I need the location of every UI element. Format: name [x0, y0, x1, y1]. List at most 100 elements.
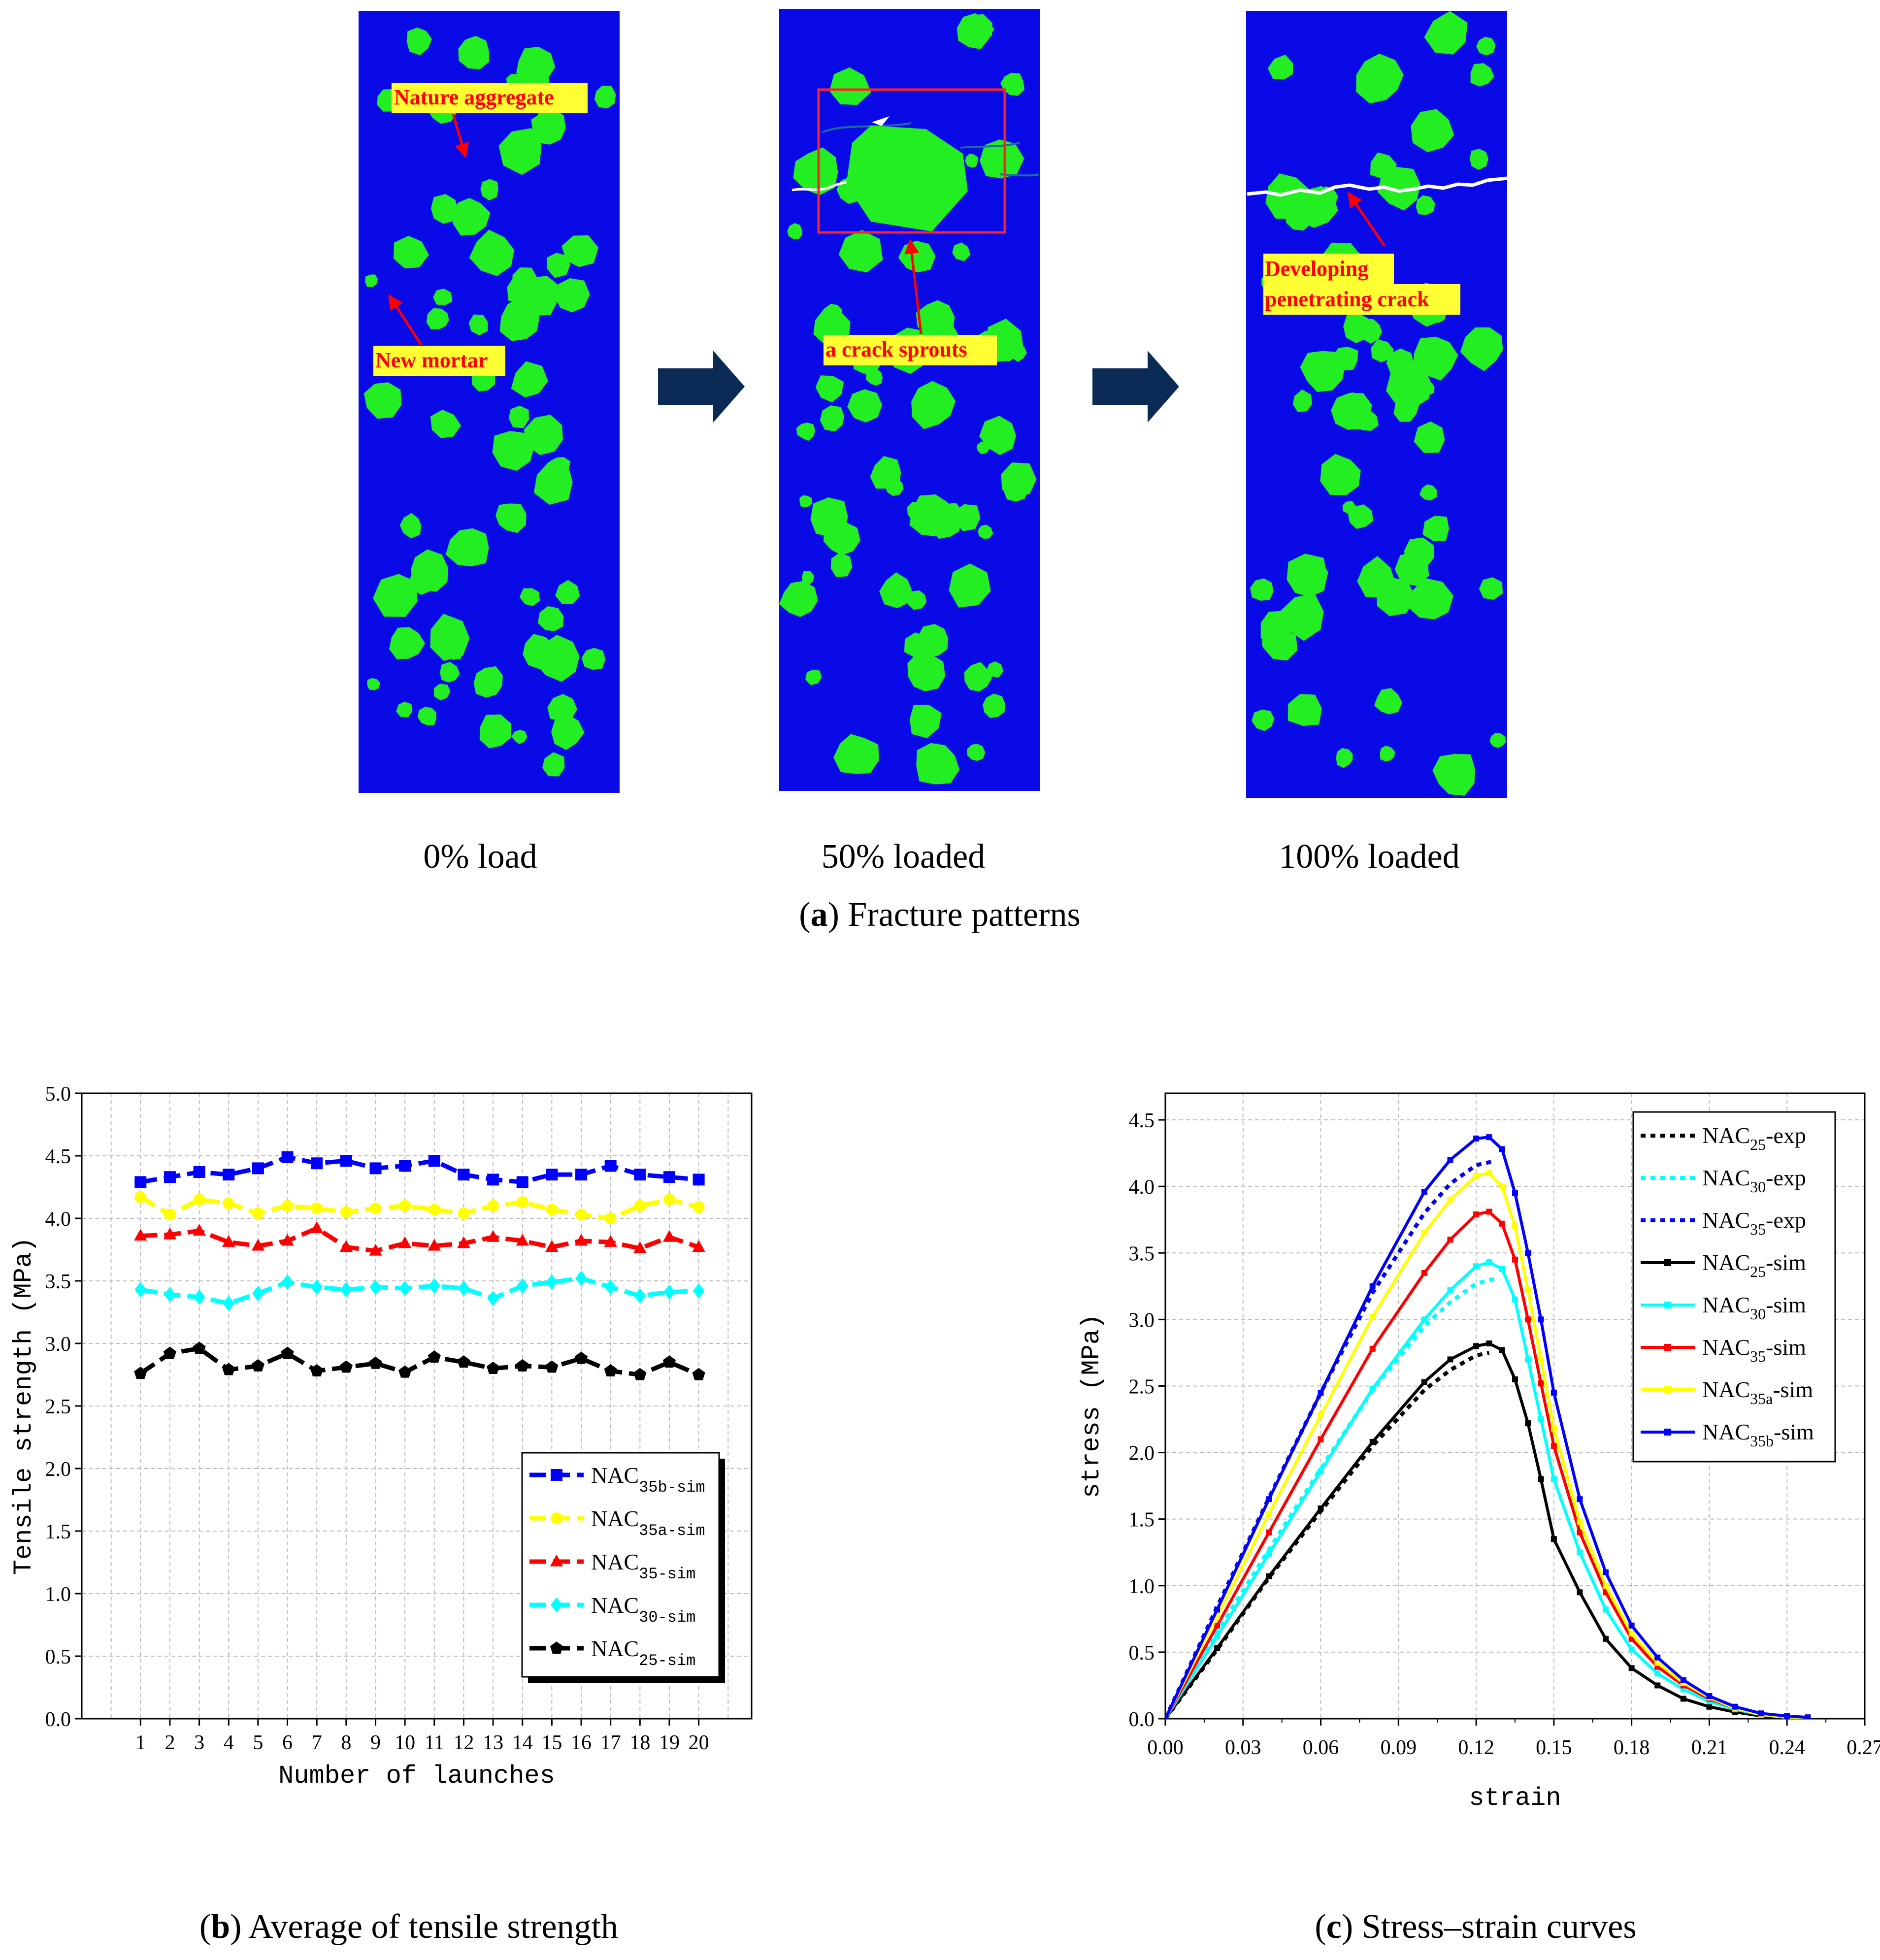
data-point-35a-sim: [1550, 1425, 1557, 1432]
aggregate-particle: [916, 300, 955, 337]
data-point-35-sim: [1214, 1622, 1220, 1629]
data-point-30-sim: [604, 1279, 617, 1295]
data-point-35-sim: [574, 1234, 588, 1246]
aggregate-particle: [1001, 462, 1037, 498]
aggregate-particle: [866, 368, 883, 386]
aggregate-particle: [523, 634, 555, 669]
legend-marker: [1664, 1302, 1671, 1308]
data-point-35-sim: [1499, 1220, 1505, 1227]
data-point-35b-sim: [663, 1171, 675, 1183]
aggregate-particle: [904, 632, 932, 658]
data-point-30-sim: [1577, 1549, 1583, 1556]
aggregate-particle: [1414, 421, 1445, 453]
data-point-35-sim: [604, 1235, 617, 1247]
data-point-35a-sim: [369, 1202, 382, 1214]
series-line-30-sim: [140, 1276, 699, 1306]
aggregate-particle: [879, 572, 912, 608]
mortar-specimen-100: [1246, 11, 1507, 798]
legend-box: [1632, 1111, 1836, 1463]
x-tick-label: 14: [512, 1731, 533, 1754]
data-point-30-sim: [663, 1284, 675, 1300]
data-point-35a-sim: [1577, 1519, 1583, 1525]
caption-a-text: Fracture patterns: [848, 896, 1080, 934]
chart-c-legend: NAC25-exp NAC30-exp NAC35-exp NAC25-sim NAC3…: [1632, 1111, 1836, 1463]
chart-b-xlabel: Number of launches: [278, 1762, 555, 1791]
data-point-35-sim: [1550, 1443, 1557, 1449]
data-point-35-sim: [545, 1240, 559, 1252]
data-point-30-sim: [1550, 1476, 1557, 1482]
data-point-25-sim: [633, 1368, 647, 1380]
aggregate-particle: [796, 422, 815, 441]
aggregate-particle: [594, 85, 616, 109]
data-point-25-sim: [1318, 1505, 1324, 1512]
aggregate-particle: [498, 128, 542, 175]
aggregate-particle: [1479, 577, 1503, 600]
data-point-35a-sim: [311, 1202, 323, 1214]
data-point-30-sim: [458, 1280, 470, 1296]
aggregate-particle: [524, 414, 563, 456]
legend-label: NAC25-exp: [1702, 1123, 1806, 1153]
legend-label: NAC25-sim: [1702, 1250, 1806, 1280]
data-point-25-sim: [369, 1356, 382, 1369]
caption-a-letter: a: [811, 896, 828, 934]
chart-b-legend: NAC35b-sim NAC35a-sim NAC35-sim NAC30-sim NA…: [521, 1452, 725, 1683]
chart-b-ylabel: Tensile strength (MPa): [9, 1237, 38, 1575]
aggregate-particle: [830, 552, 853, 577]
data-point-35b-sim: [1550, 1389, 1557, 1396]
aggregate-particle: [1419, 484, 1437, 501]
aggregate-particle: [1476, 36, 1496, 56]
data-point-35b-sim: [1680, 1677, 1686, 1683]
data-point-25-sim: [516, 1359, 529, 1372]
aggregate-particle: [1411, 109, 1454, 153]
data-point-25-sim: [1473, 1343, 1480, 1349]
x-tick-label: 0.03: [1225, 1736, 1261, 1759]
data-point-35a-sim: [134, 1191, 147, 1203]
aggregate-particle: [956, 13, 994, 49]
x-tick-label: 0.12: [1458, 1736, 1494, 1759]
legend-label: NAC30-sim: [591, 1593, 695, 1627]
aggregate-particle: [979, 139, 1024, 179]
legend-label: NAC35b-sim: [1702, 1419, 1814, 1450]
aggregate-particle: [952, 242, 971, 261]
data-point-30-sim: [1628, 1646, 1635, 1653]
aggregate-particle: [367, 678, 381, 690]
data-point-35b-sim: [252, 1162, 264, 1175]
data-point-35b-sim: [164, 1171, 176, 1183]
aggregate-particle: [1377, 166, 1420, 211]
data-point-25-sim: [134, 1367, 147, 1379]
data-point-30-sim: [1421, 1316, 1427, 1323]
aggregate-particle: [511, 361, 548, 398]
aggregate-particle: [445, 528, 489, 567]
aggregate-particle: [838, 230, 883, 273]
aggregate-particle: [495, 503, 527, 533]
arrow-right-icon: [658, 351, 745, 423]
data-point-25-sim: [1680, 1696, 1686, 1702]
y-tick-label: 2.0: [1129, 1442, 1155, 1465]
data-point-35a-sim: [1525, 1287, 1531, 1293]
aggregate-particle: [1331, 393, 1372, 430]
data-point-25-sim: [251, 1359, 264, 1372]
x-tick-label: 7: [312, 1731, 322, 1754]
data-point-35a-sim: [1473, 1173, 1480, 1179]
data-point-35-sim: [1369, 1345, 1376, 1352]
x-tick-label: 0.21: [1691, 1736, 1728, 1759]
data-point-35a-sim: [281, 1200, 294, 1212]
data-point-35a-sim: [399, 1200, 411, 1212]
aggregate-particle: [550, 457, 571, 476]
chart-b-series: [134, 1151, 705, 1380]
data-point-30-sim: [575, 1271, 588, 1286]
series-35b-sim: [134, 1151, 705, 1188]
aggregate-particle: [805, 669, 822, 686]
data-point-30-sim: [634, 1288, 646, 1304]
data-point-25-sim: [457, 1355, 470, 1368]
data-point-35-sim: [1447, 1237, 1453, 1243]
aggregate-particle: [451, 197, 491, 236]
data-point-30-sim: [1486, 1259, 1492, 1266]
data-point-30-sim: [1512, 1296, 1518, 1303]
data-point-25-sim: [1577, 1589, 1583, 1596]
chart-c-ylabel: stress (MPa): [1077, 1314, 1106, 1498]
aggregate-particle: [394, 235, 429, 268]
data-point-35-sim: [1486, 1209, 1492, 1215]
legend-label: NAC30-exp: [1702, 1165, 1806, 1196]
legend-entry-35-exp: NAC35-exp: [1641, 1208, 1806, 1238]
